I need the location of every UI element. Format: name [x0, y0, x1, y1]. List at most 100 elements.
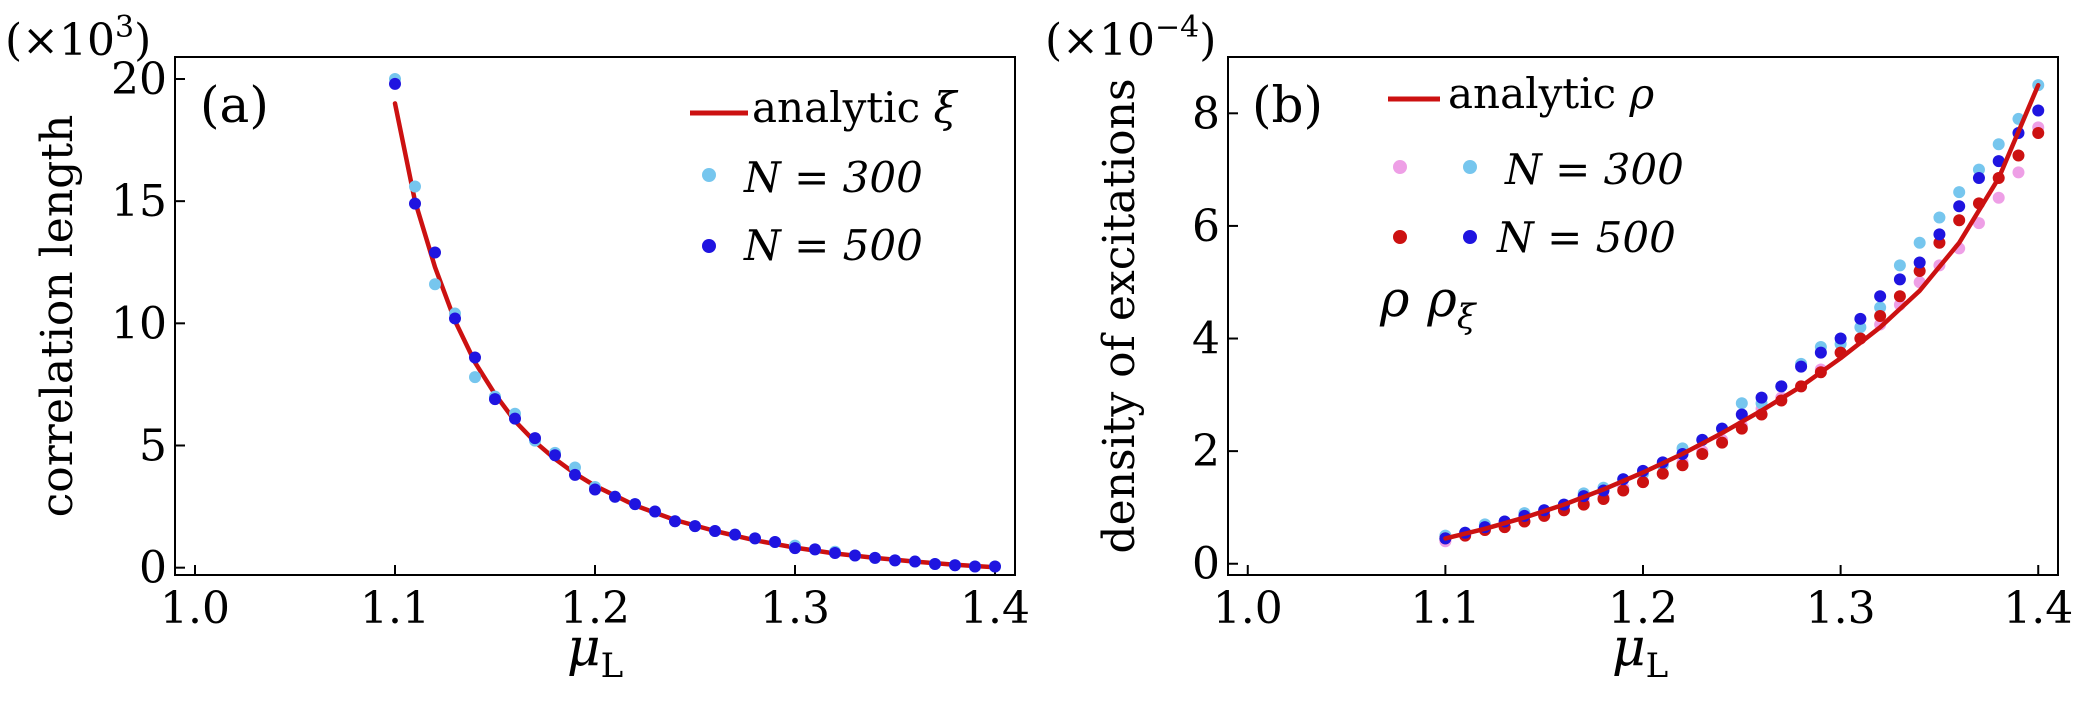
legend-b: analytic ρ N = 300 N = 500 ρ ρξ [1379, 69, 1684, 337]
legend-a-marker-500 [702, 239, 716, 253]
point-b-s1-22 [1874, 301, 1887, 314]
x-axis-label-b-mu: μ [1612, 618, 1646, 678]
y-tick-label-a-3: 15 [111, 176, 167, 227]
point-a-s1-18 [749, 532, 761, 545]
point-b-s2-29 [2012, 149, 2025, 162]
x-axis-label-a-mu: μ [567, 618, 601, 678]
point-a-s1-15 [689, 520, 701, 533]
x-tick-label-a-3: 1.3 [760, 583, 830, 634]
scale-note-b-base: (×10 [1045, 15, 1155, 66]
point-a-s1-3 [449, 312, 461, 325]
x-tick-label-a-4: 1.4 [960, 583, 1030, 634]
y-tick-label-b-4: 8 [1192, 88, 1220, 139]
point-b-s2-23 [1893, 290, 1906, 303]
plot-frame-a [174, 56, 1016, 576]
point-a-s1-2 [429, 246, 441, 259]
y-tick-label-a-2: 10 [111, 298, 167, 349]
y-axis-label-b: density of excitations [1094, 78, 1145, 553]
point-a-s1-20 [789, 542, 801, 555]
legend-b-n300: N = 300 [1504, 145, 1684, 194]
scale-note-b-exp: −4 [1155, 10, 1199, 45]
legend-b-rhoxi-sub: ξ [1457, 297, 1478, 337]
legend-a: analytic ξ N = 300 N = 500 [690, 83, 958, 270]
point-b-s2-9 [1617, 484, 1630, 497]
legend-b-n500: N = 500 [1496, 213, 1676, 262]
point-b-s2-14 [1716, 436, 1729, 449]
point-a-s1-17 [729, 528, 741, 541]
legend-b-analytic-math: ρ [1628, 69, 1654, 118]
point-b-s3-19 [1814, 346, 1827, 359]
x-axis-a: 1.0 1.1 1.2 1.3 1.4 [160, 565, 1030, 634]
point-a-s1-1 [409, 197, 421, 210]
x-tick-label-b-0: 1.0 [1213, 583, 1283, 634]
x-axis-label-b: μL [1612, 618, 1668, 686]
point-a-s1-28 [949, 559, 961, 572]
y-tick-label-b-0: 0 [1192, 539, 1220, 590]
panel-label-a: (a) [200, 76, 269, 134]
point-b-s3-15 [1735, 408, 1748, 421]
y-tick-label-a-1: 5 [139, 421, 167, 472]
x-tick-label-a-2: 1.2 [560, 583, 630, 634]
point-b-s1-15 [1735, 397, 1748, 410]
point-b-s3-26 [1953, 200, 1966, 213]
scale-note-a: (×103) [5, 10, 151, 66]
point-a-s0-2 [429, 278, 441, 291]
point-b-s2-26 [1953, 214, 1966, 227]
point-a-s1-7 [529, 432, 541, 445]
point-a-s1-21 [809, 543, 821, 556]
legend-a-n500: N = 500 [743, 221, 923, 270]
point-b-s1-23 [1893, 259, 1906, 272]
point-b-s1-26 [1953, 186, 1966, 199]
y-tick-label-b-2: 4 [1192, 314, 1220, 365]
point-a-s1-25 [889, 554, 901, 567]
point-b-s0-27 [1972, 217, 1985, 230]
panel-a: 1.0 1.1 1.2 1.3 1.4 0 5 10 15 20 (a) (×103) corr… [5, 10, 1030, 686]
scale-note-b: (×10−4) [1045, 10, 1216, 66]
point-a-s1-16 [709, 525, 721, 538]
point-a-s1-22 [829, 547, 841, 560]
scale-note-a-close: ) [134, 15, 151, 66]
scale-note-a-base: (×10 [5, 15, 115, 66]
point-b-s1-24 [1913, 236, 1926, 249]
data-points-a [389, 72, 1001, 573]
point-b-s3-25 [1933, 228, 1946, 241]
point-a-s1-10 [589, 483, 601, 496]
point-a-s1-0 [389, 77, 401, 90]
scale-note-a-exp: 3 [115, 10, 134, 45]
point-a-s1-29 [969, 560, 981, 573]
point-a-s1-11 [609, 490, 621, 503]
legend-a-analytic-label: analytic [752, 83, 920, 132]
y-tick-label-b-1: 2 [1192, 426, 1220, 477]
y-axis-a: 0 5 10 15 20 [111, 54, 185, 594]
y-tick-label-a-4: 20 [111, 54, 167, 105]
point-b-s3-20 [1834, 332, 1847, 345]
legend-b-marker-300-rho [1393, 160, 1407, 174]
point-b-s2-8 [1597, 492, 1610, 505]
point-b-s3-22 [1874, 290, 1887, 303]
point-a-s0-1 [409, 180, 421, 193]
point-a-s1-12 [629, 498, 641, 511]
point-a-s1-27 [929, 558, 941, 571]
point-b-s3-30 [2032, 104, 2045, 117]
point-a-s1-24 [869, 551, 881, 564]
x-tick-label-b-1: 1.1 [1410, 583, 1480, 634]
plot-frame-b [1227, 56, 2059, 576]
x-tick-label-a-0: 1.0 [160, 583, 230, 634]
point-b-s2-24 [1913, 264, 1926, 277]
analytic-curve-b [1443, 82, 2041, 541]
point-a-s1-5 [489, 393, 501, 406]
point-a-s1-30 [989, 560, 1001, 573]
point-a-s1-6 [509, 412, 521, 425]
legend-b-analytic: analytic ρ [1448, 69, 1654, 118]
point-b-s2-13 [1696, 447, 1709, 460]
point-a-s1-14 [669, 515, 681, 528]
x-tick-label-b-2: 1.2 [1608, 583, 1678, 634]
point-b-s0-29 [2012, 166, 2025, 179]
point-b-s3-23 [1893, 273, 1906, 286]
x-axis-label-a-sub: L [601, 646, 624, 686]
point-a-s1-8 [549, 449, 561, 462]
y-axis-b: 0 2 4 6 8 [1192, 88, 1238, 590]
legend-b-rhoxi: ρ [1426, 270, 1457, 328]
legend-a-marker-300 [702, 168, 716, 182]
